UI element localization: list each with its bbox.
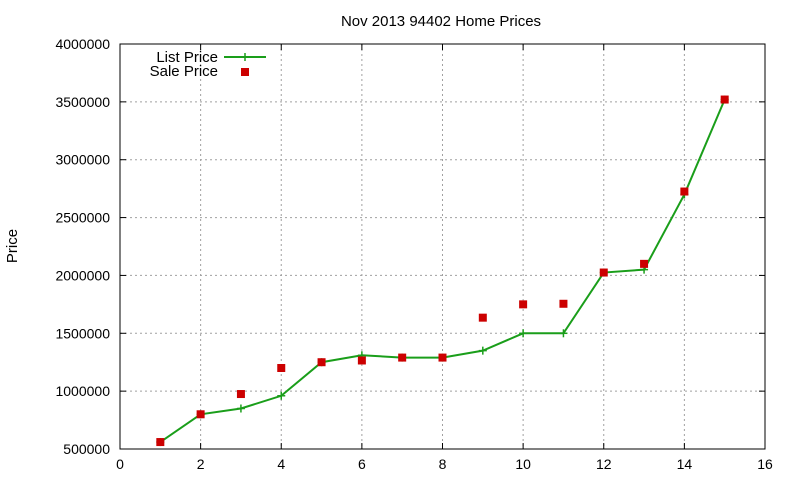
series-layer	[156, 95, 729, 447]
list-price-point	[478, 346, 487, 355]
y-tick-label: 4000000	[55, 36, 110, 52]
x-tick-label: 0	[116, 456, 124, 472]
list-price-point	[559, 329, 568, 338]
y-tick-label: 500000	[63, 441, 110, 457]
legend-label-sale-price: Sale Price	[150, 63, 218, 80]
sale-price-point	[277, 364, 286, 372]
y-axis-label: Price	[4, 229, 21, 263]
sale-price-point	[196, 410, 205, 419]
list-price-point	[277, 391, 286, 400]
grid-lines	[120, 44, 765, 449]
sale-price-point	[236, 390, 245, 399]
sale-price-point	[640, 259, 649, 268]
y-tick-label: 3500000	[55, 94, 110, 110]
legend-marker-list-price	[241, 53, 249, 61]
legend-marker-sale-price	[241, 68, 249, 76]
sale-price-point	[317, 358, 326, 367]
sale-price-point	[720, 95, 729, 104]
x-tick-label: 2	[197, 456, 205, 472]
y-tick-label: 2000000	[55, 267, 110, 283]
sale-price-point	[357, 356, 366, 365]
list-price-point	[519, 329, 528, 338]
sale-price-point	[680, 187, 689, 196]
x-tick-label: 10	[515, 456, 531, 472]
sale-price-point	[438, 353, 447, 362]
sale-price-point	[398, 353, 407, 362]
y-tick-label: 2500000	[55, 210, 110, 226]
sale-price-point	[156, 438, 165, 447]
axis-ticks: 0 2 4 6 8 10 12 14 16 500000 1000000 1500000 2000000…	[55, 36, 773, 472]
sale-price-point	[599, 268, 608, 277]
y-tick-label: 3000000	[55, 152, 110, 168]
x-tick-label: 6	[358, 456, 366, 472]
y-tick-label: 1000000	[55, 383, 110, 399]
sale-price-point	[478, 313, 487, 322]
x-tick-label: 14	[677, 456, 693, 472]
x-tick-label: 4	[277, 456, 285, 472]
legend-label-list-price: List Price	[156, 49, 218, 66]
sale-price-point	[559, 299, 568, 308]
y-tick-label: 1500000	[55, 325, 110, 341]
x-tick-label: 12	[596, 456, 612, 472]
sale-price-point	[519, 300, 528, 309]
x-tick-label: 16	[757, 456, 773, 472]
x-tick-label: 8	[439, 456, 447, 472]
chart-title: Nov 2013 94402 Home Prices	[341, 13, 541, 30]
list-price-point	[236, 404, 245, 413]
